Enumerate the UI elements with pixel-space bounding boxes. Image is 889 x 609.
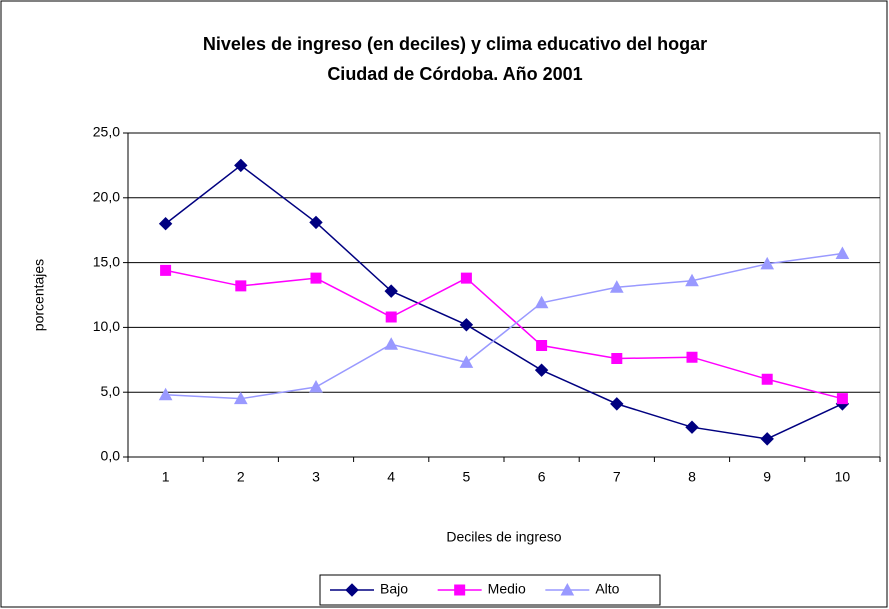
x-tick-label: 9 [763,469,771,485]
x-axis-title: Deciles de ingreso [446,529,561,545]
x-tick-label: 7 [613,469,621,485]
x-tick-label: 10 [835,469,851,485]
data-point [459,355,474,368]
data-point [610,397,624,411]
x-tick-label: 4 [387,469,395,485]
data-point [385,311,397,323]
data-point [460,272,472,284]
data-point [685,273,699,287]
data-point [534,363,549,377]
x-tick-label: 8 [688,469,696,485]
data-point [309,379,323,393]
data-point [835,246,850,260]
x-tick-label: 1 [162,469,170,485]
data-point [760,432,774,446]
y-tick-label: 10,0 [93,318,120,334]
legend-label: Alto [595,581,619,597]
data-point [384,284,398,298]
data-point [158,217,173,231]
data-point [760,256,775,270]
data-point [536,340,548,352]
data-point [685,420,699,434]
data-point [233,391,248,405]
data-point [761,373,773,385]
data-point [235,280,247,292]
data-point [384,337,399,350]
data-point [158,387,173,401]
data-point [309,215,323,230]
data-point [160,264,172,276]
y-tick-label: 15,0 [93,253,120,269]
data-point [459,318,474,332]
data-point [609,280,624,293]
legend-label: Medio [488,581,526,597]
legend [319,574,661,606]
data-point [234,158,248,173]
series-line [165,164,843,440]
legend-marker [454,584,466,596]
y-tick-label: 25,0 [93,124,120,140]
y-tick-label: 5,0 [101,383,121,399]
legend-label: Bajo [380,581,408,597]
chart-title: Niveles de ingreso (en deciles) y clima … [203,34,707,54]
data-point [686,351,698,363]
x-tick-label: 3 [312,469,320,485]
x-tick-label: 5 [463,469,471,485]
legend-marker [345,583,359,597]
x-tick-label: 6 [538,469,546,485]
y-axis-title: porcentajes [31,259,47,331]
chart-subtitle: Ciudad de Córdoba. Año 2001 [327,64,582,84]
data-point [310,272,322,284]
plot-area [127,132,881,458]
y-tick-label: 0,0 [101,448,121,464]
x-tick-label: 2 [237,469,245,485]
legend-marker [560,582,575,596]
data-point [534,295,549,309]
series-line [165,252,843,400]
data-point [611,353,623,365]
y-tick-label: 20,0 [93,189,120,205]
series-line [165,269,843,400]
data-point [836,393,848,405]
